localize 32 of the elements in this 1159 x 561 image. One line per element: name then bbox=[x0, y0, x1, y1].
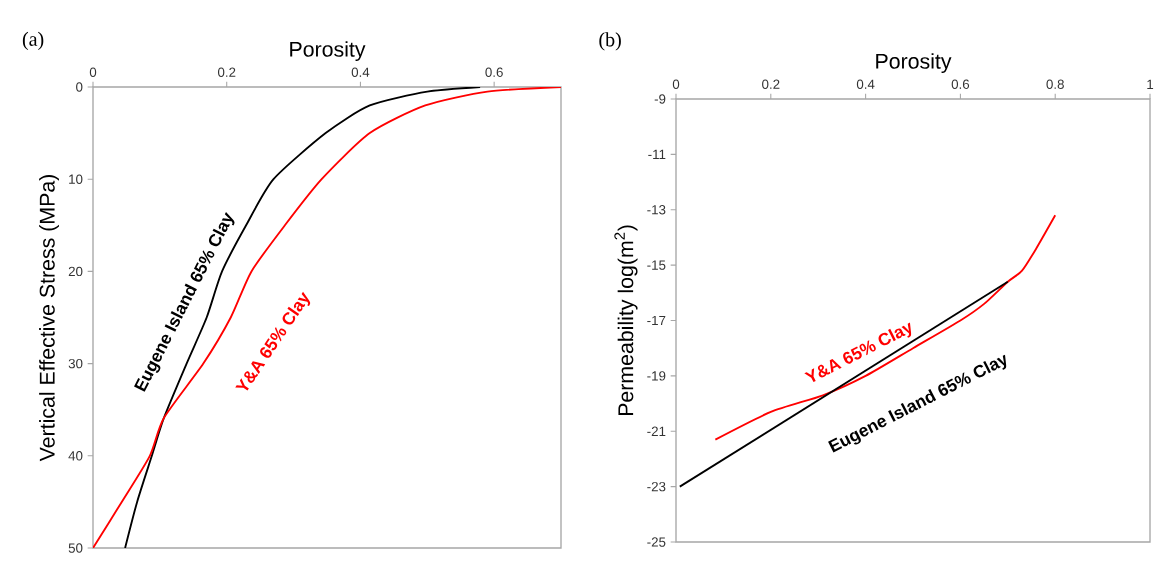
x-tick-label: 0 bbox=[672, 79, 680, 89]
y-tick-label: 40 bbox=[68, 451, 83, 461]
x-axis-title: Porosity bbox=[876, 53, 952, 74]
y-axis-title: Vertical Effective Stress (MPa) bbox=[39, 175, 59, 462]
text: Y&A 65% Clay bbox=[804, 322, 912, 383]
x-tick-label: 0.8 bbox=[1046, 79, 1064, 89]
line-series bbox=[124, 87, 482, 549]
x-axis-title: Porosity bbox=[290, 41, 366, 62]
text: (a) bbox=[22, 31, 44, 50]
y-axis-title: Permeability log(m$^{2}$) bbox=[614, 225, 638, 416]
y-tick-label: 20 bbox=[68, 266, 83, 277]
y-tick-label: 30 bbox=[68, 358, 83, 369]
x-tick-label: 0.6 bbox=[485, 67, 503, 77]
y-tick-label: -25 bbox=[647, 537, 666, 547]
x-tick-label: 0.4 bbox=[856, 79, 875, 89]
y-tick-label: -19 bbox=[647, 371, 666, 381]
y-tick-label: -9 bbox=[654, 94, 666, 104]
text: (b) bbox=[599, 32, 621, 51]
y-tick-label: 10 bbox=[69, 174, 83, 184]
x-tick-label: 0.4 bbox=[351, 67, 370, 77]
y-tick-label: -21 bbox=[647, 426, 666, 436]
x-tick-label: 0.2 bbox=[762, 79, 780, 89]
y-tick-label: 50 bbox=[68, 543, 83, 553]
y-tick-label: -17 bbox=[647, 315, 666, 326]
y-tick-label: -13 bbox=[647, 205, 666, 215]
x-tick-label: 0 bbox=[89, 67, 97, 77]
y-tick-label: -11 bbox=[648, 149, 666, 159]
y-tick-label: -15 bbox=[647, 260, 666, 270]
x-tick-label: 0.2 bbox=[217, 67, 236, 77]
x-tick-label: 0.6 bbox=[951, 79, 970, 89]
x-tick-label: 1 bbox=[1147, 79, 1154, 89]
y-tick-label: -23 bbox=[647, 481, 666, 492]
